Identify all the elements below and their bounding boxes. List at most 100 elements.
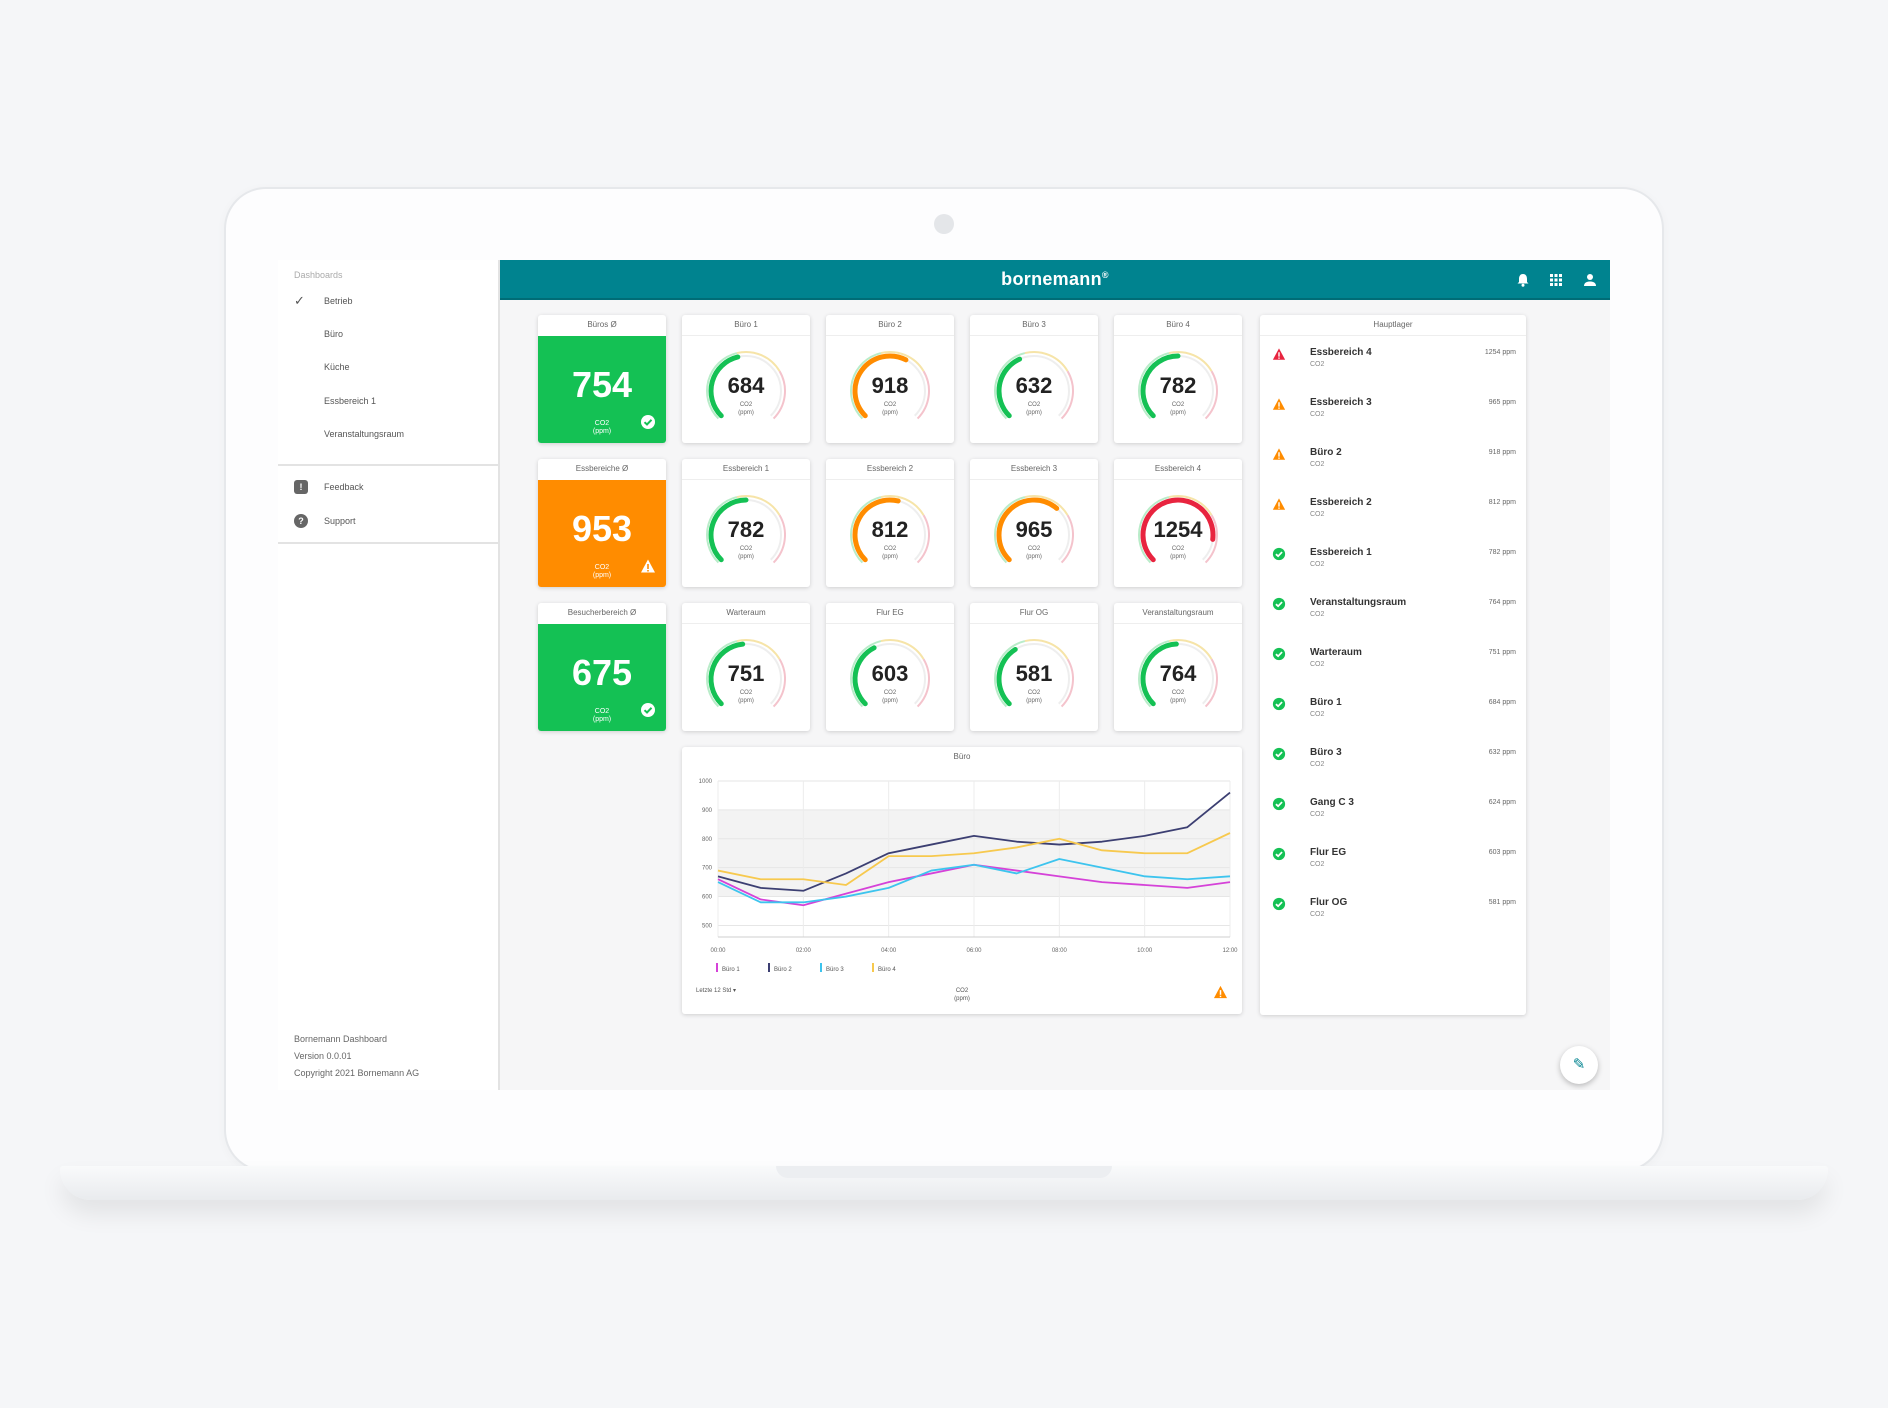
sidebar-divider — [278, 464, 500, 466]
gauge-card[interactable]: Essbereich 1 782 CO2 (ppm) — [682, 459, 810, 587]
warning-icon — [1272, 398, 1286, 410]
alert-name: Büro 2 — [1310, 447, 1342, 458]
gauge-zone — [850, 640, 882, 708]
alert-list-item[interactable]: Büro 2 CO2 918 ppm — [1260, 437, 1526, 487]
range-select[interactable]: Letzte 12 Std ▾ — [696, 988, 737, 994]
gauge-level-arc — [708, 354, 741, 419]
gauge-zone — [994, 640, 1026, 708]
sidebar-item-betrieb[interactable]: ✓ Betrieb — [278, 286, 500, 316]
check-circle-icon — [1272, 747, 1286, 761]
card-title: Essbereich 1 — [722, 464, 770, 473]
alert-value: 918 ppm — [1488, 449, 1516, 456]
alert-metric: CO2 — [1310, 911, 1325, 918]
avg-card-bueros[interactable]: Büros Ø 754 CO2 (ppm) — [538, 315, 666, 443]
gauge-zone — [880, 351, 925, 372]
y-tick-label: 600 — [702, 895, 713, 901]
gauge-card[interactable]: Warteraum 751 CO2 (ppm) — [682, 603, 810, 731]
alert-list-item[interactable]: Flur OG CO2 581 ppm — [1260, 887, 1526, 937]
gauge-card[interactable]: Flur EG 603 CO2 (ppm) — [826, 603, 954, 731]
gauge-zone — [1168, 639, 1213, 660]
y-tick-label: 800 — [702, 837, 713, 843]
top-bar: bornemann® — [500, 260, 1610, 300]
gauge-zone — [1060, 514, 1074, 564]
edit-fab-button[interactable]: ✎ — [1560, 1046, 1598, 1084]
alert-list-item[interactable]: Essbereich 3 CO2 965 ppm — [1260, 387, 1526, 437]
alert-list-item[interactable]: Büro 3 CO2 632 ppm — [1260, 737, 1526, 787]
gauge-value: 603 — [871, 661, 909, 686]
chart-title: Büro — [953, 752, 971, 761]
card-title: Essbereich 2 — [866, 464, 914, 473]
gauge-dial — [706, 351, 786, 420]
gauge-zone — [736, 495, 781, 516]
alert-value: 965 ppm — [1488, 399, 1516, 406]
gauge-zone — [1204, 514, 1218, 564]
avg-card-essbereiche[interactable]: Essbereiche Ø 953 CO2 (ppm) — [538, 459, 666, 587]
alert-list-item[interactable]: Gang C 3 CO2 624 ppm — [1260, 787, 1526, 837]
gauge-value: 684 — [727, 373, 765, 398]
alert-list-item[interactable]: Essbereich 2 CO2 812 ppm — [1260, 487, 1526, 537]
sidebar-link-support[interactable]: ? Support — [278, 506, 500, 536]
sidebar-item-label: Küche — [324, 362, 350, 372]
sidebar-item-buero[interactable]: Büro — [278, 319, 500, 349]
card-title: Flur OG — [1019, 608, 1049, 617]
gauge-card[interactable]: Büro 1 684 CO2 (ppm) — [682, 315, 810, 443]
alert-list-item[interactable]: Veranstaltungsraum CO2 764 ppm — [1260, 587, 1526, 637]
alert-list-item[interactable]: Büro 1 CO2 684 ppm — [1260, 687, 1526, 737]
card-divider — [1114, 623, 1242, 624]
gauge-card[interactable]: Essbereich 2 812 CO2 (ppm) — [826, 459, 954, 587]
alert-metric: CO2 — [1310, 411, 1325, 418]
check-circle-icon — [641, 703, 655, 717]
alert-list-item[interactable]: Essbereich 1 CO2 782 ppm — [1260, 537, 1526, 587]
alert-metric: CO2 — [1310, 361, 1325, 368]
y-tick-label: 700 — [702, 866, 713, 872]
gauge-card[interactable]: Büro 2 918 CO2 (ppm) — [826, 315, 954, 443]
sidebar-link-feedback[interactable]: ! Feedback — [278, 472, 500, 502]
gauge-zone — [994, 352, 1026, 420]
gauge-unit: CO2 (ppm) — [1026, 402, 1042, 416]
x-tick-label: 12:00 — [1222, 948, 1238, 954]
gauge-card[interactable]: Essbereich 3 965 CO2 (ppm) — [970, 459, 1098, 587]
brand-logo: bornemann® — [1001, 269, 1109, 289]
legend-label: Büro 2 — [774, 967, 792, 973]
gauge-dial — [706, 495, 786, 564]
alert-list-item[interactable]: Warteraum CO2 751 ppm — [1260, 637, 1526, 687]
dashboard-screen: Dashboards ✓ Betrieb Büro Küche Essberei… — [278, 260, 1610, 1090]
gauge-zone — [916, 370, 930, 420]
avg-card-besucherbereich[interactable]: Besucherbereich Ø 675 CO2 (ppm) — [538, 603, 666, 731]
avg-panel: 754 CO2 (ppm) — [538, 336, 666, 443]
alert-list-item[interactable]: Essbereich 4 CO2 1254 ppm — [1260, 337, 1526, 387]
sidebar-item-essbereich-1[interactable]: Essbereich 1 — [278, 386, 500, 416]
chart-card-buero: Büro 500 600 700 800 900 1000 00:00 02:00 04:00 0… — [682, 747, 1242, 1014]
gauge-card[interactable]: Büro 4 782 CO2 (ppm) — [1114, 315, 1242, 443]
gauge-unit: CO2 (ppm) — [882, 546, 898, 560]
card-divider — [1114, 479, 1242, 480]
card-divider — [682, 623, 810, 624]
gauge-card[interactable]: Büro 3 632 CO2 (ppm) — [970, 315, 1098, 443]
legend-swatch — [768, 963, 770, 972]
sidebar-item-veranstaltungsraum[interactable]: Veranstaltungsraum — [278, 419, 500, 449]
legend-label: Büro 1 — [722, 967, 740, 973]
gauge-dial — [706, 639, 786, 708]
alert-name: Gang C 3 — [1310, 797, 1354, 808]
gauge-value: 751 — [727, 661, 765, 686]
account-icon[interactable] — [1582, 272, 1598, 288]
edit-pencil-icon: ✎ — [1572, 1056, 1586, 1073]
sidebar-divider — [278, 542, 500, 544]
gauge-card[interactable]: Flur OG 581 CO2 (ppm) — [970, 603, 1098, 731]
gauge-card[interactable]: Essbereich 4 1254 CO2 (ppm) — [1114, 459, 1242, 587]
gauge-card[interactable]: Veranstaltungsraum 764 CO2 (ppm) — [1114, 603, 1242, 731]
alert-name: Flur EG — [1310, 847, 1347, 858]
alert-value: 764 ppm — [1488, 599, 1516, 606]
check-circle-icon — [1272, 597, 1286, 611]
alert-list-item[interactable]: Flur EG CO2 603 ppm — [1260, 837, 1526, 887]
gauge-unit: CO2 (ppm) — [1026, 546, 1042, 560]
sidebar-item-kueche[interactable]: Küche — [278, 352, 500, 382]
apps-grid-icon[interactable] — [1548, 272, 1564, 288]
check-circle-icon — [1272, 547, 1286, 561]
avg-value: 754 — [571, 364, 633, 405]
gauge-zone — [1138, 640, 1170, 708]
check-circle-icon — [1272, 647, 1286, 661]
x-tick-label: 06:00 — [966, 948, 982, 954]
sidebar-item-label: Veranstaltungsraum — [324, 429, 405, 439]
bell-icon[interactable] — [1515, 272, 1531, 288]
